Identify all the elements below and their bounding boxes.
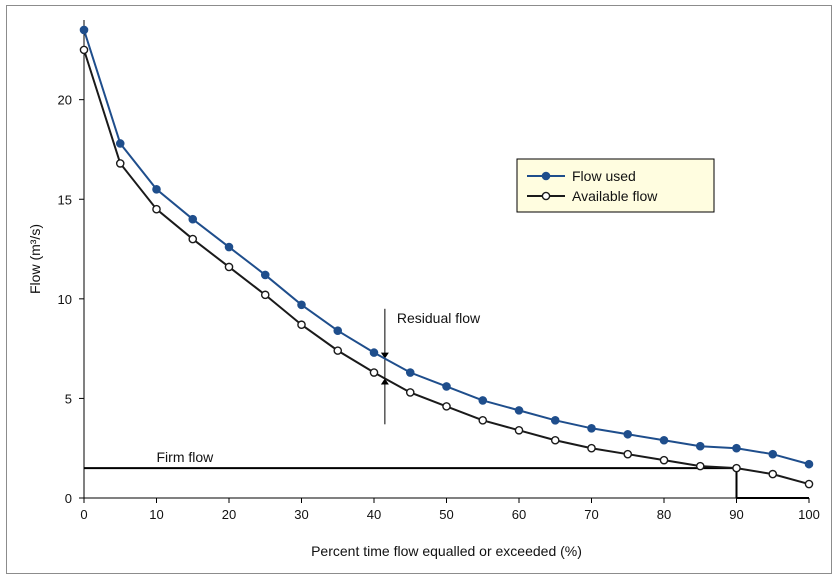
data-point-flow-used: [369, 348, 379, 357]
data-point-available-flow: [297, 320, 306, 330]
residual-arrow-up: [380, 378, 389, 385]
data-point-flow-used: [659, 435, 669, 445]
x-tick-label: 10: [149, 507, 163, 522]
chart-frame: [6, 5, 832, 574]
data-point-available-flow: [224, 262, 234, 272]
data-point-available-flow: [442, 402, 451, 411]
x-tick-label: 70: [584, 507, 598, 522]
data-point-flow-used: [115, 139, 125, 148]
data-point-available-flow: [732, 463, 741, 473]
data-point-available-flow: [514, 425, 524, 435]
legend-box: [516, 158, 715, 213]
x-axis-title: Percent time flow equalled or exceeded (…: [311, 543, 582, 559]
x-tick-label: 0: [80, 507, 87, 522]
x-tick-label: 30: [294, 507, 308, 522]
data-point-available-flow: [659, 455, 669, 465]
x-tick-label: 50: [439, 507, 453, 522]
data-point-flow-used: [514, 406, 524, 415]
series-line-available-flow: [83, 49, 810, 486]
data-point-flow-used: [768, 449, 778, 459]
legend: Flow used Available flow: [516, 158, 715, 213]
y-tick-label: 0: [65, 491, 72, 506]
x-tick-label: 20: [222, 507, 236, 522]
data-point-flow-used: [550, 416, 560, 425]
data-point-available-flow: [115, 159, 125, 168]
data-point-available-flow: [695, 461, 705, 471]
x-tick-label: 100: [798, 507, 820, 522]
data-point-available-flow: [79, 45, 89, 55]
y-tick-label: 15: [58, 192, 72, 207]
data-point-flow-used: [260, 270, 270, 280]
y-tick-label: 20: [58, 93, 72, 108]
data-point-flow-used: [442, 382, 451, 391]
x-tick-label: 90: [729, 507, 743, 522]
firm-flow-label: Firm flow: [157, 449, 215, 465]
data-point-available-flow: [804, 479, 814, 489]
data-point-available-flow: [188, 234, 198, 244]
data-point-flow-used: [478, 396, 488, 405]
residual-arrow-down: [380, 352, 389, 359]
legend-entry-available-flow: Available flow: [572, 188, 658, 204]
data-point-available-flow: [550, 435, 560, 445]
data-point-available-flow: [587, 443, 596, 453]
data-point-flow-used: [405, 368, 415, 377]
x-tick-label: 60: [512, 507, 526, 522]
legend-swatch-marker: [541, 171, 551, 181]
data-point-flow-used: [333, 326, 343, 336]
data-point-flow-used: [623, 429, 633, 439]
data-point-flow-used: [79, 25, 89, 35]
data-point-available-flow: [623, 449, 633, 459]
data-point-available-flow: [152, 204, 161, 214]
data-point-flow-used: [732, 443, 741, 453]
annotations: Firm flow Residual flow: [84, 308, 809, 499]
axes: 0 10 20 30 40 50 60 70 80 90 100 0 5 10 15 20: [58, 20, 820, 522]
data-point-available-flow: [768, 469, 778, 479]
series-line-flow-used: [83, 29, 810, 466]
x-tick-label: 80: [657, 507, 671, 522]
legend-swatch-marker: [541, 191, 551, 201]
legend-entry-flow-used: Flow used: [572, 168, 636, 184]
data-point-flow-used: [804, 459, 814, 469]
data-point-available-flow: [369, 368, 379, 377]
data-point-flow-used: [297, 300, 306, 310]
x-tick-label: 40: [367, 507, 381, 522]
data-point-available-flow: [405, 388, 415, 397]
y-tick-label: 10: [58, 292, 72, 307]
residual-flow-label: Residual flow: [397, 310, 481, 326]
data-point-flow-used: [695, 441, 705, 451]
series: [79, 25, 814, 489]
data-point-flow-used: [587, 423, 596, 433]
y-tick-label: 5: [65, 391, 72, 406]
data-point-flow-used: [188, 214, 198, 224]
data-point-flow-used: [152, 184, 161, 194]
data-point-available-flow: [333, 346, 343, 355]
data-point-available-flow: [478, 416, 488, 425]
data-point-available-flow: [260, 290, 270, 300]
y-axis-title: Flow (m³/s): [27, 224, 43, 294]
data-point-flow-used: [224, 242, 234, 252]
